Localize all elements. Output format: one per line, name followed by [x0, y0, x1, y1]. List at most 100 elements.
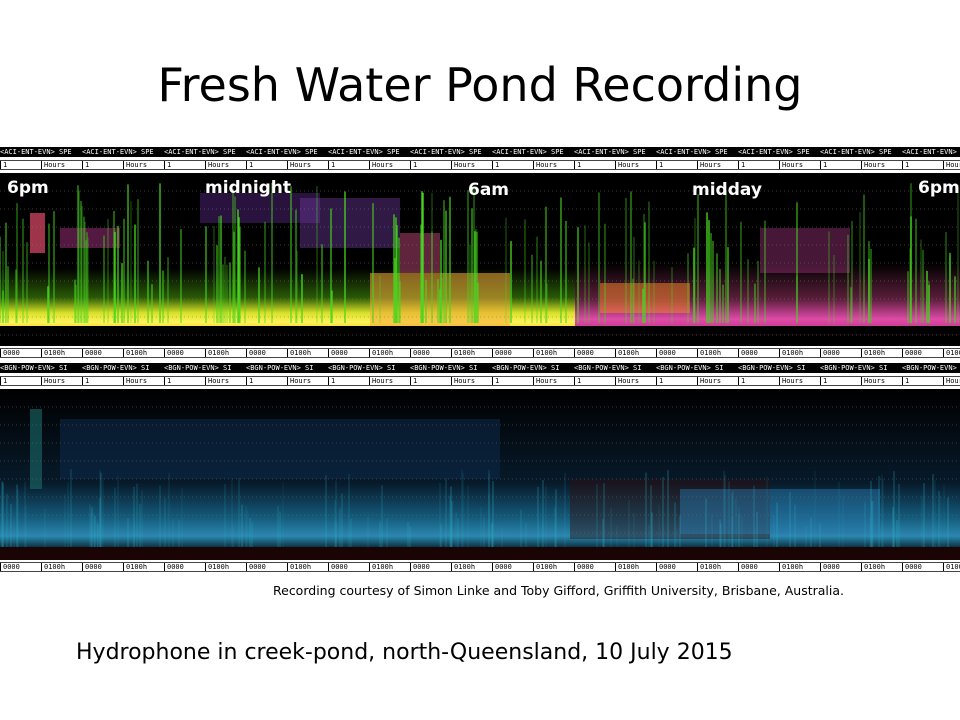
slide-title: Fresh Water Pond Recording [157, 58, 803, 112]
top-time-tick: 0100h [205, 349, 229, 357]
slide-caption: Hydrophone in creek-pond, north-Queensla… [76, 640, 733, 665]
bottom-header-segment: <BGN-POW-EVN> SI [410, 364, 478, 372]
bottom-hours-tick: 1 [246, 377, 253, 385]
top-header-segment: <ACI-ENT-EVN> SPE [410, 148, 482, 156]
bottom-header-segment: <BGN-POW-EVN> SI [246, 364, 314, 372]
bottom-hours-tick: Hours [41, 377, 65, 385]
top-hours-tick: 1 [164, 161, 171, 169]
top-time-tick: 0000 [0, 349, 20, 357]
bottom-hours-tick: 1 [328, 377, 335, 385]
recording-credit: Recording courtesy of Simon Linke and To… [273, 583, 844, 598]
top-time-tick: 0100h [287, 349, 311, 357]
bottom-spectrogram [0, 389, 960, 560]
bottom-header-segment: <BGN-POW-EVN> SI [492, 364, 560, 372]
top-time-tick: 0100h [533, 349, 557, 357]
top-hours-tick: Hours [697, 161, 721, 169]
bottom-hours-tick: 1 [656, 377, 663, 385]
bottom-time-tick: 0100h [697, 563, 721, 571]
top-header-strip: <ACI-ENT-EVN> SPE <ACI-ENT-EVN> SPE <ACI-E… [0, 147, 960, 157]
bottom-time-tick: 0100h [779, 563, 803, 571]
top-header-segment: <ACI-ENT-EVN> SPE [0, 148, 72, 156]
top-time-tick: 0100h [41, 349, 65, 357]
top-hours-tick: 1 [82, 161, 89, 169]
top-hours-tick: Hours [451, 161, 475, 169]
bottom-time-tick: 0000 [328, 563, 348, 571]
bottom-time-tick: 0100h [861, 563, 885, 571]
bottom-time-tick: 0100h [369, 563, 393, 571]
bottom-hours-tick: 1 [82, 377, 89, 385]
top-header-segment: <ACI-ENT-EVN> SPE [164, 148, 236, 156]
time-label-midday: midday [692, 180, 762, 200]
top-hours-tick: 1 [820, 161, 827, 169]
top-time-tick: 0000 [574, 349, 594, 357]
bottom-hours-tick: Hours [943, 377, 960, 385]
bottom-time-tick: 0000 [0, 563, 20, 571]
top-hours-axis: 1 Hours 1 Hours 1 Hours 1 Hours 1 Hours 1 Hours 1 Hou… [0, 160, 960, 170]
bottom-hours-tick: 1 [492, 377, 499, 385]
bottom-header-segment: <BGN-POW-EVN> SI [574, 364, 642, 372]
bottom-header-strip: <BGN-POW-EVN> SI <BGN-POW-EVN> SI <BGN-POW… [0, 363, 960, 373]
bottom-header-segment: <BGN-POW-EVN> SI [82, 364, 150, 372]
top-header-segment: <ACI-ENT-EVN> SPE [656, 148, 728, 156]
bottom-time-tick: 0100h [615, 563, 639, 571]
top-ticks-axis: 0000 0100h 0000 0100h 0000 0100h 0000 0100h 0000… [0, 348, 960, 358]
bottom-hours-tick: 1 [820, 377, 827, 385]
top-time-tick: 0000 [738, 349, 758, 357]
bottom-time-tick: 0000 [82, 563, 102, 571]
top-header-segment: <ACI-ENT-EVN> SPE [738, 148, 810, 156]
bottom-hours-tick: Hours [615, 377, 639, 385]
top-hours-tick: Hours [943, 161, 960, 169]
top-hours-tick: 1 [492, 161, 499, 169]
bottom-time-tick: 0000 [738, 563, 758, 571]
top-header-segment: <ACI-ENT-EVN> SPE [492, 148, 564, 156]
bottom-time-tick: 0100h [41, 563, 65, 571]
time-label-6pm-end: 6pm [918, 178, 960, 198]
bottom-header-segment: <BGN-POW-EVN> SI [902, 364, 960, 372]
bottom-hours-tick: 1 [0, 377, 7, 385]
bottom-hours-tick: Hours [369, 377, 393, 385]
top-hours-tick: Hours [369, 161, 393, 169]
top-time-tick: 0000 [492, 349, 512, 357]
time-label-6am: 6am [468, 180, 510, 200]
top-time-tick: 0100h [697, 349, 721, 357]
bottom-time-tick: 0100h [205, 563, 229, 571]
bottom-time-tick: 0100h [287, 563, 311, 571]
top-time-tick: 0000 [164, 349, 184, 357]
bottom-time-tick: 0000 [574, 563, 594, 571]
top-header-segment: <ACI-ENT-EVN> SPE [328, 148, 400, 156]
top-header-segment: <ACI-ENT-EVN> SPE [574, 148, 646, 156]
top-time-tick: 0100h [861, 349, 885, 357]
top-time-tick: 0000 [820, 349, 840, 357]
top-time-tick: 0000 [246, 349, 266, 357]
top-time-tick: 0000 [328, 349, 348, 357]
top-time-tick: 0100h [943, 349, 960, 357]
bottom-time-tick: 0000 [246, 563, 266, 571]
top-hours-tick: 1 [328, 161, 335, 169]
bottom-hours-tick: 1 [410, 377, 417, 385]
bottom-hours-tick: 1 [574, 377, 581, 385]
bottom-hours-tick: Hours [533, 377, 557, 385]
bottom-hours-tick: Hours [123, 377, 147, 385]
bottom-hours-tick: 1 [902, 377, 909, 385]
top-hours-tick: Hours [287, 161, 311, 169]
top-hours-tick: 1 [246, 161, 253, 169]
top-time-tick: 0000 [656, 349, 676, 357]
top-time-tick: 0100h [123, 349, 147, 357]
bottom-time-tick: 0100h [123, 563, 147, 571]
top-hours-tick: 1 [902, 161, 909, 169]
bottom-hours-tick: Hours [697, 377, 721, 385]
top-hours-tick: Hours [779, 161, 803, 169]
top-time-tick: 0000 [82, 349, 102, 357]
top-hours-tick: 1 [410, 161, 417, 169]
bottom-time-tick: 0000 [410, 563, 430, 571]
bottom-ticks-axis: 0000 0100h 0000 0100h 0000 0100h 0000 0100h 0000… [0, 562, 960, 572]
bottom-time-tick: 0000 [902, 563, 922, 571]
bottom-hours-tick: 1 [164, 377, 171, 385]
bottom-header-segment: <BGN-POW-EVN> SI [164, 364, 232, 372]
top-time-tick: 0100h [615, 349, 639, 357]
bottom-header-segment: <BGN-POW-EVN> SI [738, 364, 806, 372]
top-spectrogram: 6pm midnight 6am midday 6pm [0, 173, 960, 346]
top-hours-tick: Hours [41, 161, 65, 169]
top-time-tick: 0100h [779, 349, 803, 357]
bottom-header-segment: <BGN-POW-EVN> SI [656, 364, 724, 372]
